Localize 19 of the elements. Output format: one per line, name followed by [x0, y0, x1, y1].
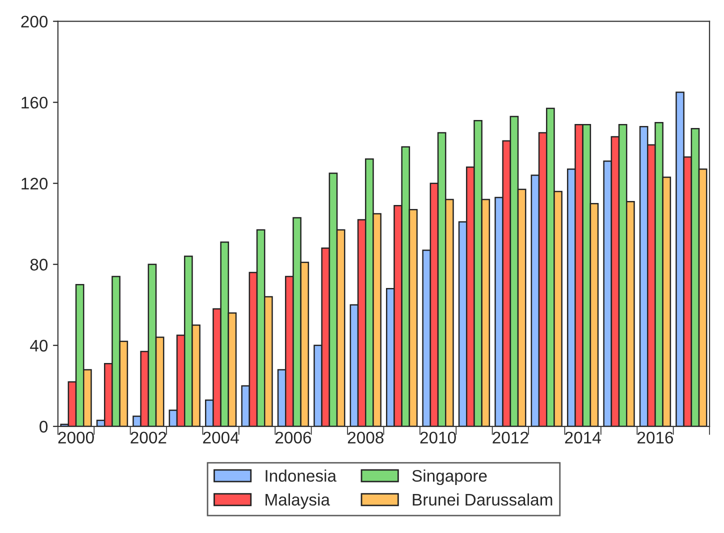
- y-tick-label: 40: [30, 340, 48, 352]
- legend-label: Singapore: [412, 470, 487, 486]
- y-tick-label: 80: [30, 258, 48, 271]
- x-tick-label: 2006: [276, 432, 312, 444]
- x-tick-label: 2010: [420, 432, 456, 444]
- y-tick-label: 120: [22, 178, 48, 190]
- x-tick-label: 2008: [348, 432, 384, 444]
- x-tick-label: 2000: [58, 432, 94, 444]
- x-tick-label: 2004: [203, 432, 239, 444]
- y-tick-label: 160: [22, 96, 48, 109]
- y-tick-label: 200: [21, 16, 48, 28]
- legend-label: Brunei Darussalam: [412, 493, 552, 506]
- legend-label: Indonesia: [266, 470, 337, 482]
- y-tick-label: 0: [40, 420, 48, 433]
- legend-label: Malaysia: [266, 493, 330, 509]
- x-tick-label: 2014: [565, 432, 601, 444]
- x-tick-label: 2002: [130, 432, 166, 444]
- x-tick-label: 2016: [638, 432, 674, 444]
- x-tick-label: 2012: [492, 432, 528, 444]
